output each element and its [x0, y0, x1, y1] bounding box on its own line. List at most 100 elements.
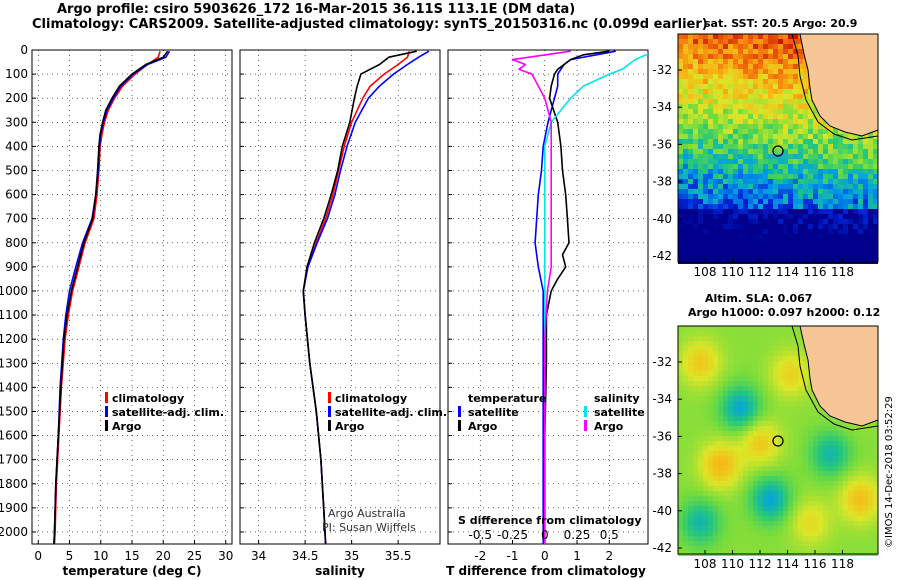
sst-cell [728, 164, 733, 169]
sst-cell [818, 204, 823, 209]
sst-cell [783, 184, 788, 189]
sla-cell [763, 376, 768, 381]
sst-cell [828, 194, 833, 199]
sst-cell [793, 134, 798, 139]
sst-cell [763, 34, 768, 39]
sst-cell [803, 219, 808, 224]
sst-cell [758, 139, 763, 144]
sst-cell [803, 149, 808, 154]
sst-cell [743, 49, 748, 54]
sla-cell [713, 406, 718, 411]
sst-cell [758, 114, 763, 119]
sla-cell [768, 351, 773, 356]
sst-cell [758, 224, 763, 229]
sst-cell [733, 54, 738, 59]
sla-cell [743, 501, 748, 506]
sla-cell [848, 541, 853, 546]
salinity-grid [240, 50, 440, 544]
sst-cell [708, 194, 713, 199]
sla-cell [818, 421, 823, 426]
sla-cell [703, 441, 708, 446]
sla-cell [773, 356, 778, 361]
sla-cell [698, 546, 703, 551]
sst-cell [733, 219, 738, 224]
sst-cell [833, 169, 838, 174]
sst-cell [778, 49, 783, 54]
sla-cell [718, 386, 723, 391]
sst-cell [743, 154, 748, 159]
sla-cell [863, 546, 868, 551]
sla-cell [758, 336, 763, 341]
sla-cell [768, 371, 773, 376]
sst-cell [793, 119, 798, 124]
sst-cell [813, 119, 818, 124]
sla-cell [723, 516, 728, 521]
sst-cell [688, 184, 693, 189]
sst-cell [678, 49, 683, 54]
sst-cell [688, 149, 693, 154]
sst-cell [763, 149, 768, 154]
sla-cell [698, 451, 703, 456]
sst-cell [728, 184, 733, 189]
sst-cell [743, 199, 748, 204]
sst-cell [718, 164, 723, 169]
panel-salinity: 34 34.5 35 35.5 salinity climatology satell… [239, 49, 447, 578]
sst-cell [693, 74, 698, 79]
sla-cell [828, 421, 833, 426]
sla-cell [753, 341, 758, 346]
sla-cell [733, 486, 738, 491]
sst-cell [873, 139, 878, 144]
sst-cell [808, 134, 813, 139]
sst-cell [708, 229, 713, 234]
sst-cell [713, 229, 718, 234]
sla-cell [758, 426, 763, 431]
sst-cell [808, 159, 813, 164]
sst-cell [688, 164, 693, 169]
depth-tick-label: 2000 [0, 525, 28, 539]
sst-cell [783, 154, 788, 159]
sla-cell [703, 371, 708, 376]
sla-cell [823, 541, 828, 546]
sla-cell [748, 366, 753, 371]
sla-cell [688, 501, 693, 506]
sla-cell [708, 456, 713, 461]
sla-cell [788, 341, 793, 346]
sla-cell [818, 471, 823, 476]
sst-cell [768, 114, 773, 119]
sst-cell [693, 134, 698, 139]
sst-cell [718, 129, 723, 134]
sla-cell [793, 476, 798, 481]
sst-cell [793, 204, 798, 209]
sla-cell [788, 496, 793, 501]
sla-cell [763, 461, 768, 466]
sla-cell [813, 506, 818, 511]
sla-cell [768, 501, 773, 506]
sst-cell [713, 99, 718, 104]
sla-cell [833, 461, 838, 466]
sla-cell [683, 446, 688, 451]
sst-cell [703, 224, 708, 229]
sst-cell [718, 204, 723, 209]
sst-cell [773, 174, 778, 179]
sst-cell [853, 189, 858, 194]
sst-cell [838, 214, 843, 219]
sla-cell [783, 506, 788, 511]
sla-cell [823, 521, 828, 526]
sst-cell [873, 154, 878, 159]
sst-cell [703, 79, 708, 84]
sla-cell [843, 546, 848, 551]
lat-tick-label: -42 [652, 541, 672, 555]
sla-cell [773, 416, 778, 421]
sla-cell [763, 546, 768, 551]
sst-cell [708, 239, 713, 244]
sla-cell [828, 466, 833, 471]
sla-cell [843, 421, 848, 426]
sst-cell [843, 134, 848, 139]
sst-cell [678, 44, 683, 49]
sla-cell [793, 541, 798, 546]
sla-cell [723, 411, 728, 416]
sla-cell [773, 346, 778, 351]
sla-cell [838, 531, 843, 536]
sla-cell [753, 426, 758, 431]
sla-cell [728, 476, 733, 481]
